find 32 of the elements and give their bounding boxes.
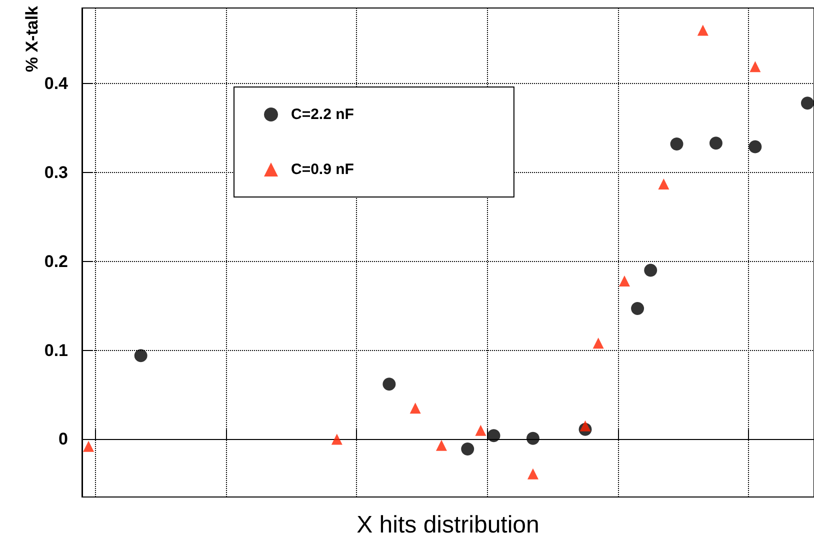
y-tick-label: 0.4	[44, 74, 69, 94]
point	[410, 402, 421, 414]
y-tick-label: 0.2	[44, 252, 68, 271]
y-tick-label: 0	[58, 430, 68, 449]
point	[697, 24, 708, 36]
point	[475, 424, 486, 436]
point	[644, 264, 658, 277]
point	[580, 420, 591, 432]
point	[709, 136, 722, 150]
point	[592, 338, 604, 349]
point	[658, 178, 670, 190]
point	[461, 442, 474, 456]
y-tick-label: 0.3	[44, 162, 68, 182]
point	[436, 440, 447, 451]
point	[670, 138, 684, 151]
point	[618, 275, 630, 286]
x-axis-title: X hits distribution	[356, 512, 540, 538]
point	[526, 432, 540, 445]
legend-label: C=0.9 nF	[291, 161, 354, 178]
point	[527, 468, 538, 480]
point	[800, 96, 814, 110]
legend-label: C=2.2 nF	[291, 106, 354, 123]
y-tick-label: 0.1	[44, 340, 68, 360]
point	[382, 378, 396, 391]
y-axis-title: % X-talk	[22, 5, 42, 72]
point	[750, 61, 761, 72]
point	[487, 429, 500, 442]
point	[631, 302, 644, 316]
point	[134, 349, 148, 362]
point	[331, 434, 342, 445]
point	[748, 140, 762, 154]
point	[83, 440, 94, 452]
